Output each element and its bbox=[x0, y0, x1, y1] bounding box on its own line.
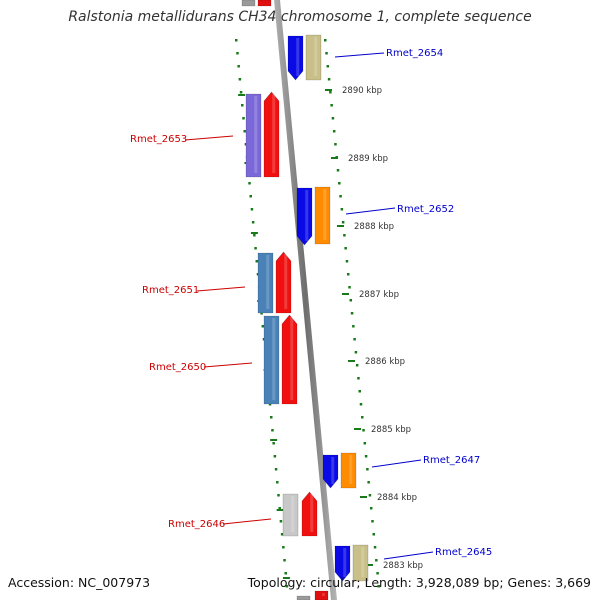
gene-arrow bbox=[263, 315, 280, 405]
gene-glyphs bbox=[241, 0, 369, 600]
tick-mark bbox=[276, 509, 284, 511]
label-leader-line bbox=[371, 459, 422, 468]
label-leader-line bbox=[196, 286, 246, 292]
label-leader-line bbox=[334, 52, 385, 58]
label-leader-line bbox=[345, 207, 396, 215]
gene-arrow bbox=[314, 590, 329, 600]
gene-arrow bbox=[281, 314, 298, 405]
tick-mark bbox=[331, 157, 338, 159]
gene-label[interactable]: Rmet_2646 bbox=[168, 519, 225, 530]
gene-label[interactable]: Rmet_2654 bbox=[386, 48, 443, 59]
gene-arrow bbox=[241, 0, 256, 7]
tick-label: 2886 kbp bbox=[365, 357, 405, 367]
tick-mark bbox=[325, 89, 332, 91]
gene-arrow bbox=[275, 251, 292, 314]
gene-arrow bbox=[322, 454, 339, 489]
tick-mark bbox=[337, 225, 344, 227]
tick-label: 2888 kbp bbox=[354, 222, 394, 232]
gene-label[interactable]: Rmet_2651 bbox=[142, 285, 199, 296]
gene-labels: Rmet_2654 Rmet_2653 Rmet_2652 Rmet_2651 Rmet… bbox=[130, 48, 492, 560]
gene-arrow bbox=[340, 452, 357, 489]
label-leader-line bbox=[383, 551, 434, 560]
gene-arrow bbox=[334, 545, 351, 582]
tick-mark bbox=[282, 577, 290, 579]
tick-label: 2887 kbp bbox=[359, 290, 399, 300]
label-leader-line bbox=[222, 518, 272, 525]
tick-mark bbox=[366, 564, 373, 566]
gene-label[interactable]: Rmet_2645 bbox=[435, 547, 492, 558]
gene-arrow bbox=[282, 493, 299, 537]
tick-label: 2890 kbp bbox=[342, 86, 382, 96]
gene-arrow bbox=[314, 186, 331, 245]
gene-arrow bbox=[245, 93, 262, 178]
chromosome-backbone bbox=[274, 0, 337, 600]
tick-mark bbox=[270, 439, 278, 441]
label-leader-line bbox=[203, 362, 253, 368]
accession-text: Accession: NC_007973 bbox=[8, 575, 151, 590]
gene-arrow bbox=[263, 91, 280, 178]
tick-label: 2883 kbp bbox=[383, 561, 423, 571]
tick-label: 2884 kbp bbox=[377, 493, 417, 503]
gene-label[interactable]: Rmet_2647 bbox=[423, 455, 480, 466]
gene-label[interactable]: Rmet_2652 bbox=[397, 204, 454, 215]
gene-arrow bbox=[305, 34, 322, 81]
tick-label: 2885 kbp bbox=[371, 425, 411, 435]
topology-summary: Topology: circular; Length: 3,928,089 bp… bbox=[247, 575, 591, 590]
gene-arrow bbox=[352, 544, 369, 582]
gene-arrow bbox=[257, 0, 272, 7]
tick-mark bbox=[238, 94, 246, 96]
gene-arrow bbox=[296, 595, 311, 600]
gene-label[interactable]: Rmet_2650 bbox=[149, 362, 206, 373]
tick-mark bbox=[360, 496, 367, 498]
ruler-dots bbox=[235, 39, 381, 588]
map-title: Ralstonia metallidurans CH34 chromosome … bbox=[68, 9, 532, 25]
label-leader-line bbox=[184, 135, 234, 141]
tick-mark bbox=[342, 293, 349, 295]
tick-mark bbox=[354, 428, 361, 430]
gene-label[interactable]: Rmet_2653 bbox=[130, 134, 187, 145]
tick-mark bbox=[250, 232, 258, 234]
gene-arrow bbox=[257, 252, 274, 314]
gene-arrow bbox=[296, 187, 313, 246]
gene-arrow bbox=[301, 491, 318, 537]
tick-mark bbox=[348, 360, 355, 362]
gene-arrow bbox=[287, 35, 304, 81]
tick-label: 2889 kbp bbox=[348, 154, 388, 164]
